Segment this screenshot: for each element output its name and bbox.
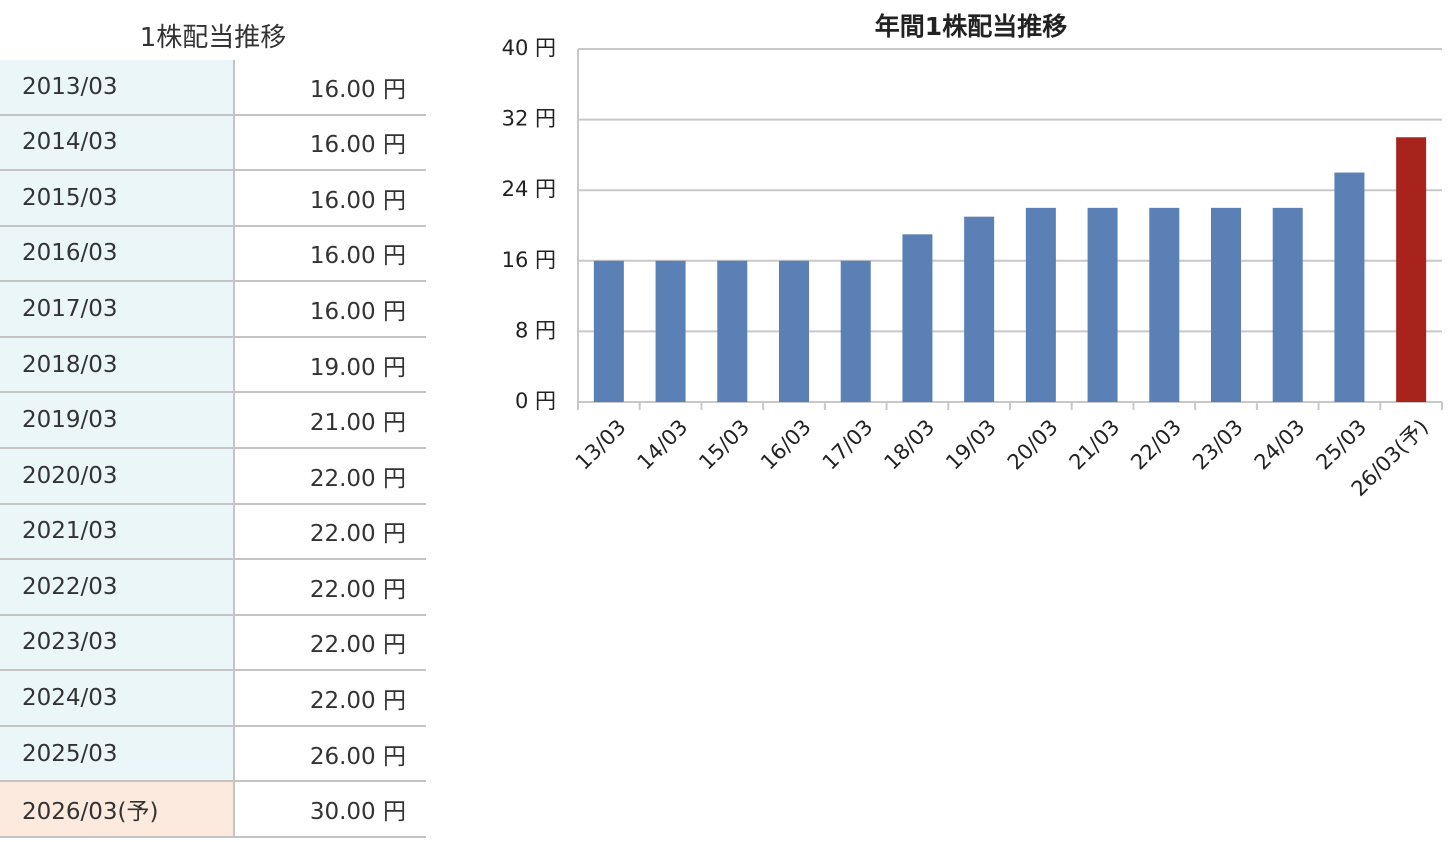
table-title: 1株配当推移 — [139, 23, 287, 53]
dividend-cell: 16.00 円 — [309, 187, 406, 214]
bar — [779, 260, 809, 402]
table-row: 2015/03 16.00 円 — [0, 171, 426, 227]
table-row: 2022/03 22.00 円 — [0, 560, 426, 616]
table-row: 2024/03 22.00 円 — [0, 671, 426, 727]
x-tick-label: 22/03 — [1126, 415, 1186, 475]
dividend-cell: 22.00 円 — [309, 521, 406, 548]
bar — [840, 260, 871, 402]
dividend-cell: 22.00 円 — [309, 465, 406, 492]
bar — [1025, 207, 1056, 402]
x-tick-label: 19/03 — [941, 415, 1001, 475]
table-row: 2016/03 16.00 円 — [0, 226, 426, 283]
dividend-cell: 19.00 円 — [309, 354, 406, 381]
dividend-cell: 16.00 円 — [309, 76, 406, 103]
table-row: 2021/03 22.00 円 — [0, 504, 426, 561]
y-tick-label: 24 円 — [502, 177, 556, 201]
bar — [1396, 137, 1427, 402]
dividend-cell: 16.00 円 — [309, 132, 406, 159]
y-tick-label: 32 円 — [502, 107, 556, 131]
period-cell: 2013/03 — [0, 60, 235, 114]
x-tick-label: 23/03 — [1188, 415, 1248, 475]
period-cell: 2026/03(予) — [0, 782, 235, 836]
bar — [964, 216, 995, 402]
bar — [902, 234, 933, 402]
x-tick-label: 13/03 — [571, 415, 631, 475]
bar — [1087, 207, 1118, 402]
bar — [593, 260, 624, 402]
table-row: 2014/03 16.00 円 — [0, 115, 426, 172]
y-tick-label: 8 円 — [515, 318, 556, 342]
dividend-cell: 22.00 円 — [309, 576, 406, 603]
period-cell: 2020/03 — [0, 448, 235, 503]
bar — [717, 260, 748, 402]
dividend-cell: 22.00 円 — [309, 687, 406, 714]
table-row: 2018/03 19.00 円 — [0, 337, 426, 394]
table-row: 2025/03 26.00 円 — [0, 726, 426, 783]
period-cell: 2018/03 — [0, 337, 235, 392]
period-cell: 2021/03 — [0, 504, 235, 559]
table-row: 2019/03 21.00 円 — [0, 393, 426, 449]
period-cell: 2025/03 — [0, 726, 235, 781]
dividend-cell: 21.00 円 — [309, 410, 406, 437]
table-row: 2017/03 16.00 円 — [0, 282, 426, 338]
y-tick-label: 40 円 — [502, 36, 556, 60]
dividend-cell: 16.00 円 — [309, 243, 406, 270]
period-cell: 2024/03 — [0, 671, 235, 725]
y-tick-label: 0 円 — [515, 389, 556, 413]
dividend-cell: 30.00 円 — [309, 799, 406, 826]
period-cell: 2016/03 — [0, 226, 235, 281]
bar — [1334, 172, 1365, 402]
x-tick-label: 17/03 — [818, 415, 878, 475]
x-tick-label: 15/03 — [694, 415, 754, 475]
x-tick-label: 18/03 — [879, 415, 939, 475]
table-row: 2023/03 22.00 円 — [0, 615, 426, 672]
x-tick-label: 16/03 — [756, 415, 816, 475]
x-tick-label: 14/03 — [633, 415, 693, 475]
dividend-cell: 16.00 円 — [309, 299, 406, 326]
bar — [1272, 207, 1303, 402]
x-tick-label: 20/03 — [1003, 415, 1063, 475]
period-cell: 2017/03 — [0, 282, 235, 336]
table-row: 2013/03 16.00 円 — [0, 60, 426, 116]
table-row: 2026/03(予) 30.00 円 — [0, 782, 426, 838]
chart-title: 年間1株配当推移 — [875, 12, 1067, 41]
dividend-cell: 22.00 円 — [309, 632, 406, 659]
period-cell: 2019/03 — [0, 393, 235, 447]
x-tick-label: 21/03 — [1065, 415, 1125, 475]
period-cell: 2014/03 — [0, 115, 235, 170]
y-tick-label: 16 円 — [502, 248, 556, 272]
bar — [655, 260, 686, 402]
bar — [1211, 207, 1241, 402]
period-cell: 2015/03 — [0, 171, 235, 225]
period-cell: 2023/03 — [0, 615, 235, 670]
bar — [1149, 207, 1180, 402]
x-tick-label: 24/03 — [1250, 415, 1310, 475]
x-tick-label: 25/03 — [1311, 415, 1371, 475]
dividend-table: 1株配当推移 2013/03 16.00 円 2014/03 16.00 円 2015/… — [0, 0, 426, 838]
dividend-cell: 26.00 円 — [309, 743, 406, 770]
period-cell: 2022/03 — [0, 560, 235, 614]
table-row: 2020/03 22.00 円 — [0, 448, 426, 505]
